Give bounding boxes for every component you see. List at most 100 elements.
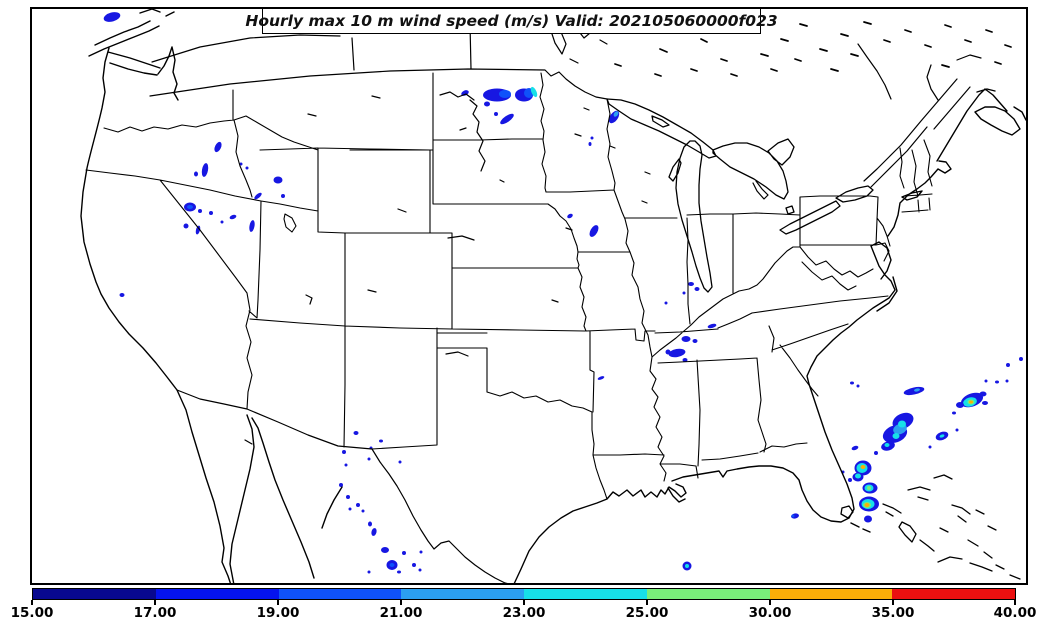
wind-cell	[664, 301, 668, 305]
wind-cell	[694, 287, 700, 291]
wind-cell	[418, 568, 422, 572]
wind-cell	[851, 445, 859, 451]
wind-cell	[590, 136, 594, 140]
wind-cell	[103, 12, 121, 22]
wind-cell	[597, 376, 605, 380]
colorbar-tick	[154, 600, 156, 605]
wind-cell	[1006, 363, 1010, 367]
wind-cell	[198, 209, 202, 213]
wind-cell	[484, 101, 490, 107]
wind-cell	[346, 495, 350, 499]
wind-cell	[500, 113, 514, 125]
wind-cell	[195, 225, 201, 235]
colorbar-segment	[892, 589, 1015, 599]
wind-cell	[864, 503, 870, 507]
wind-cell	[707, 323, 717, 329]
mexico-border-path	[176, 389, 512, 584]
wind-cell	[273, 176, 283, 184]
wind-cell	[939, 434, 945, 438]
wind-cell	[860, 465, 866, 469]
wind-cell	[692, 339, 698, 343]
wind-cell	[419, 550, 423, 554]
wind-cell	[494, 112, 498, 116]
wind-cell	[979, 391, 987, 397]
wind-cell	[356, 503, 360, 507]
st-lawrence-canada-path	[857, 43, 982, 188]
wind-cell	[344, 463, 348, 467]
wind-cell	[229, 214, 237, 220]
wind-cell	[682, 291, 686, 295]
wind-cell	[379, 439, 383, 443]
wind-cell	[982, 401, 988, 405]
wind-cell	[567, 213, 573, 219]
colorbar-label: 21.00	[379, 605, 423, 621]
wind-cell	[361, 509, 365, 513]
wind-cell	[884, 443, 890, 447]
wind-cell	[903, 386, 925, 396]
colorbar-segment	[155, 589, 279, 599]
wind-cell	[1005, 379, 1009, 383]
wind-cell	[685, 564, 689, 568]
colorbar-label: 23.00	[502, 605, 546, 621]
wind-cell	[613, 111, 619, 117]
canada-border-path	[149, 11, 608, 100]
colorbar	[32, 588, 1016, 600]
colorbar-tick	[1014, 600, 1016, 605]
colorbar-segment	[401, 589, 524, 599]
wind-cell	[368, 521, 372, 527]
wind-cell	[530, 86, 538, 98]
colorbar-label: 17.00	[133, 605, 177, 621]
wind-cell	[371, 528, 377, 536]
state-borders-path	[85, 72, 933, 500]
plot-title-text: Hourly max 10 m wind speed (m/s) Valid: …	[245, 12, 778, 30]
colorbar-segment	[278, 589, 402, 599]
bahamas-cuba-path	[840, 474, 1021, 580]
wind-cells-layer	[103, 12, 1023, 574]
colorbar-tick	[277, 600, 279, 605]
wind-cell	[914, 388, 920, 392]
wind-cell	[412, 563, 416, 567]
colorbar-tick	[523, 600, 525, 605]
wind-cell	[397, 570, 401, 574]
wind-cell	[898, 420, 906, 428]
wind-cell	[201, 163, 209, 177]
wind-cell	[791, 514, 795, 518]
pacific-coastline-path	[80, 8, 343, 584]
colorbar-label: 19.00	[256, 605, 300, 621]
wind-cell	[119, 293, 125, 297]
wind-cell	[681, 336, 691, 342]
wind-cell	[995, 380, 999, 384]
wind-cell	[874, 451, 878, 455]
colorbar-tick	[892, 600, 894, 605]
wind-cell	[688, 282, 694, 286]
wind-cell	[381, 547, 389, 553]
wind-cell	[398, 460, 402, 464]
wind-cell	[214, 141, 222, 153]
wind-cell	[239, 162, 243, 166]
wind-cell	[892, 433, 900, 439]
wind-cell	[367, 570, 371, 574]
colorbar-tick	[769, 600, 771, 605]
wind-cell	[367, 457, 371, 461]
wind-cell	[956, 402, 964, 408]
wind-cell	[339, 483, 343, 487]
wind-cell	[969, 400, 973, 404]
gulf-atlantic-coastline-path	[513, 88, 1027, 584]
colorbar-tick	[400, 600, 402, 605]
wind-cell	[588, 142, 592, 146]
wind-cell	[668, 348, 686, 358]
colorbar-label: 15.00	[10, 605, 54, 621]
colorbar-segment	[646, 589, 770, 599]
wind-cell	[952, 411, 956, 415]
wind-cell	[254, 192, 262, 200]
colorbar-tick	[31, 600, 33, 605]
wind-cell	[848, 478, 852, 482]
wind-cell	[955, 428, 959, 432]
wind-cell	[589, 225, 599, 237]
wind-cell	[867, 486, 871, 490]
colorbar-label: 35.00	[871, 605, 915, 621]
wind-cell	[856, 384, 860, 388]
wind-cell	[402, 551, 406, 555]
